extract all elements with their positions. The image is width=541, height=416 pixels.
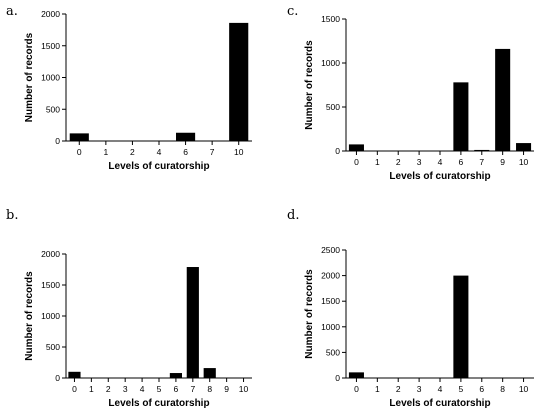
x-tick-label: 6: [479, 384, 484, 394]
y-tick-label: 2500: [321, 245, 340, 255]
x-tick-label: 3: [417, 384, 422, 394]
bar: [186, 267, 199, 378]
y-tick-label: 1500: [41, 41, 60, 51]
x-tick-label: 5: [459, 384, 464, 394]
y-axis-title: Number of records: [24, 32, 35, 122]
panel-letter: c.: [287, 4, 299, 19]
x-tick-label: 3: [123, 384, 128, 394]
x-tick-label: 2: [396, 157, 401, 167]
x-axis-title: Levels of curatorship: [389, 171, 490, 182]
x-tick-label: 8: [207, 384, 212, 394]
x-tick-label: 1: [103, 147, 108, 157]
panel-letter: a.: [6, 4, 18, 19]
x-tick-label: 4: [438, 384, 443, 394]
x-tick-label: 0: [354, 157, 359, 167]
x-tick-label: 5: [157, 384, 162, 394]
x-tick-label: 10: [239, 384, 249, 394]
y-tick-label: 1000: [41, 311, 60, 321]
bar: [176, 132, 196, 141]
y-tick-label: 1000: [321, 58, 340, 68]
bar: [169, 373, 182, 378]
y-tick-label: 1500: [41, 280, 60, 290]
y-tick-label: 500: [326, 347, 340, 357]
panel-letter: b.: [6, 208, 19, 223]
x-tick-label: 4: [140, 384, 145, 394]
x-tick-label: 7: [190, 384, 195, 394]
x-tick-label: 9: [500, 157, 505, 167]
x-tick-label: 10: [234, 147, 244, 157]
x-tick-label: 2: [130, 147, 135, 157]
x-tick-label: 6: [183, 147, 188, 157]
x-axis-title: Levels of curatorship: [108, 398, 209, 409]
x-tick-label: 4: [438, 157, 443, 167]
bar: [69, 133, 89, 141]
bar: [474, 149, 490, 151]
x-tick-label: 1: [375, 384, 380, 394]
x-tick-label: 10: [519, 384, 529, 394]
y-tick-label: 500: [46, 342, 60, 352]
y-tick-label: 2000: [41, 9, 60, 19]
y-tick-label: 1000: [321, 322, 340, 332]
x-axis-title: Levels of curatorship: [389, 398, 490, 409]
x-tick-label: 6: [459, 157, 464, 167]
x-tick-label: 10: [519, 157, 529, 167]
bar: [68, 371, 81, 378]
y-tick-label: 0: [335, 146, 340, 156]
y-tick-label: 0: [55, 373, 60, 383]
x-tick-label: 0: [72, 384, 77, 394]
y-tick-label: 1500: [321, 296, 340, 306]
x-tick-label: 8: [500, 384, 505, 394]
bar: [495, 48, 511, 151]
bar: [229, 22, 249, 141]
y-tick-label: 1500: [321, 14, 340, 24]
x-tick-label: 2: [396, 384, 401, 394]
x-tick-label: 6: [174, 384, 179, 394]
panel-letter: d.: [287, 208, 300, 223]
x-axis-title: Levels of curatorship: [108, 161, 209, 172]
y-tick-label: 0: [55, 136, 60, 146]
x-tick-label: 7: [479, 157, 484, 167]
x-tick-label: 9: [224, 384, 229, 394]
x-tick-label: 1: [375, 157, 380, 167]
x-tick-label: 1: [89, 384, 94, 394]
x-tick-label: 0: [354, 384, 359, 394]
bar: [203, 368, 216, 378]
bar: [453, 82, 469, 151]
x-tick-label: 3: [417, 157, 422, 167]
y-tick-label: 2000: [321, 271, 340, 281]
bar: [348, 144, 364, 151]
bar: [516, 143, 532, 151]
x-tick-label: 7: [210, 147, 215, 157]
x-tick-label: 4: [157, 147, 162, 157]
y-axis-title: Number of records: [304, 40, 315, 130]
y-tick-label: 2000: [41, 249, 60, 259]
y-axis-title: Number of records: [304, 269, 315, 359]
y-tick-label: 0: [335, 373, 340, 383]
x-tick-label: 0: [77, 147, 82, 157]
bar: [348, 372, 364, 378]
y-tick-label: 500: [46, 104, 60, 114]
y-axis-title: Number of records: [24, 271, 35, 361]
y-tick-label: 1000: [41, 73, 60, 83]
x-tick-label: 2: [106, 384, 111, 394]
y-tick-label: 500: [326, 102, 340, 112]
bar: [453, 275, 469, 378]
